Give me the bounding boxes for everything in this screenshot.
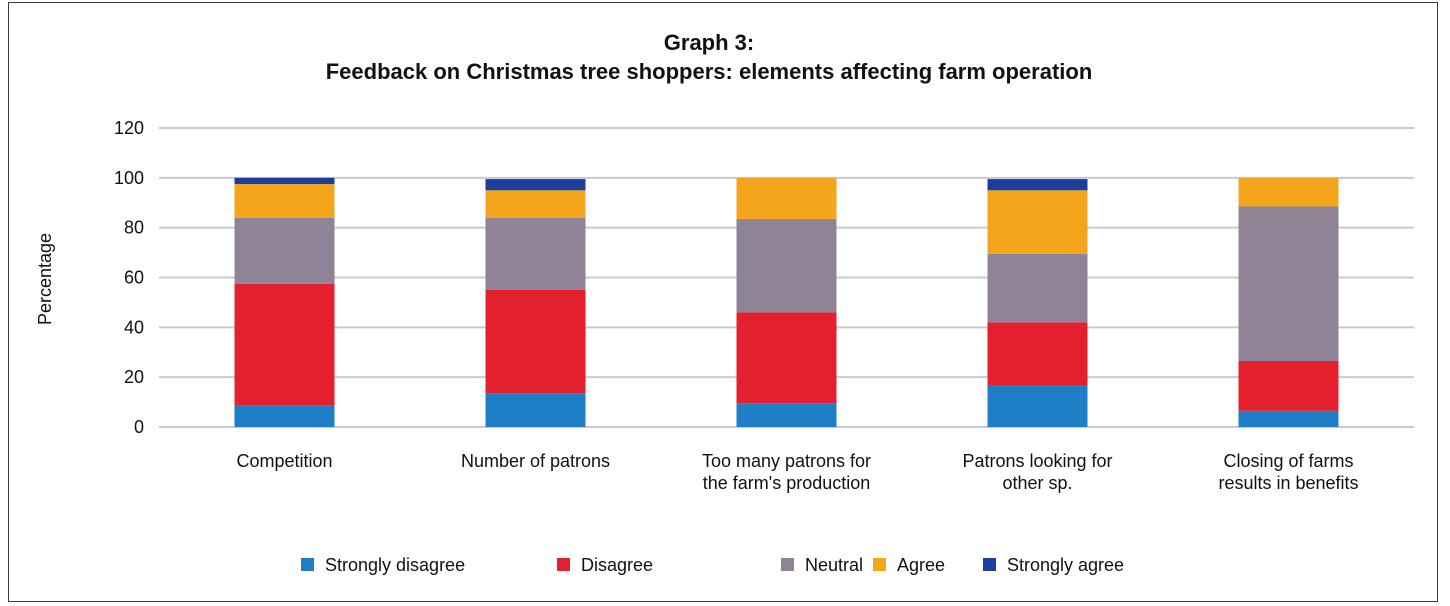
bar-segment-disagree (987, 322, 1088, 386)
legend-label: Agree (897, 555, 945, 575)
bar-segment-strongly-disagree (987, 385, 1088, 427)
bar-segment-strongly-disagree (234, 405, 335, 427)
y-axis-title: Percentage (35, 233, 55, 325)
bar-segment-strongly-agree (234, 177, 335, 185)
legend-swatch (983, 558, 996, 571)
legend-label: Disagree (581, 555, 653, 575)
y-tick-label: 120 (114, 118, 144, 138)
bar-segment-agree (234, 184, 335, 218)
bar-segment-strongly-disagree (485, 393, 586, 427)
bar-segment-strongly-disagree (736, 403, 837, 427)
legend-swatch (557, 558, 570, 571)
x-category-label: Competition (236, 451, 332, 471)
bar-segment-strongly-agree (485, 179, 586, 191)
legend-label: Strongly disagree (325, 555, 465, 575)
bar-segment-neutral (736, 218, 837, 313)
legend-swatch (781, 558, 794, 571)
bar-segment-disagree (1238, 360, 1339, 411)
chart-title-line-2: Feedback on Christmas tree shoppers: ele… (326, 59, 1093, 84)
bar-segment-disagree (485, 289, 586, 394)
bars (234, 177, 1339, 427)
bar-segment-agree (485, 190, 586, 218)
y-tick-label: 20 (124, 367, 144, 387)
legend-swatch (301, 558, 314, 571)
bar-segment-neutral (485, 217, 586, 290)
legend-swatch (873, 558, 886, 571)
x-category-label: Number of patrons (461, 451, 610, 471)
legend: Strongly disagree Disagree Neutral Agree Str… (301, 555, 1124, 575)
y-tick-label: 80 (124, 218, 144, 238)
x-category-label: Too many patrons for the farm's productio… (702, 451, 871, 493)
y-tick-labels: 0 20 40 60 80 100 120 (114, 118, 144, 437)
bar-segment-agree (736, 177, 837, 219)
bar-segment-neutral (1238, 206, 1339, 361)
y-tick-label: 100 (114, 168, 144, 188)
x-category-label: Patrons looking for other sp. (962, 451, 1112, 493)
chart-title-line-1: Graph 3: (664, 30, 754, 55)
bar-segment-strongly-agree (987, 179, 1088, 191)
bar-segment-agree (1238, 177, 1339, 207)
bar-segment-strongly-disagree (1238, 410, 1339, 427)
y-tick-label: 60 (124, 268, 144, 288)
stacked-bar-chart: Graph 3: Feedback on Christmas tree shop… (35, 30, 1414, 575)
x-category-labels: Competition Number of patrons Too many pat… (236, 451, 1358, 493)
bar-segment-agree (987, 190, 1088, 254)
x-category-label: Closing of farms results in benefits (1218, 451, 1358, 493)
legend-label: Strongly agree (1007, 555, 1124, 575)
legend-label: Neutral (805, 555, 863, 575)
bar-segment-disagree (234, 283, 335, 406)
y-tick-label: 40 (124, 317, 144, 337)
chart-frame: Graph 3: Feedback on Christmas tree shop… (8, 2, 1438, 602)
y-tick-label: 0 (134, 417, 144, 437)
bar-segment-neutral (234, 217, 335, 284)
bar-segment-disagree (736, 312, 837, 404)
bar-segment-neutral (987, 253, 1088, 323)
